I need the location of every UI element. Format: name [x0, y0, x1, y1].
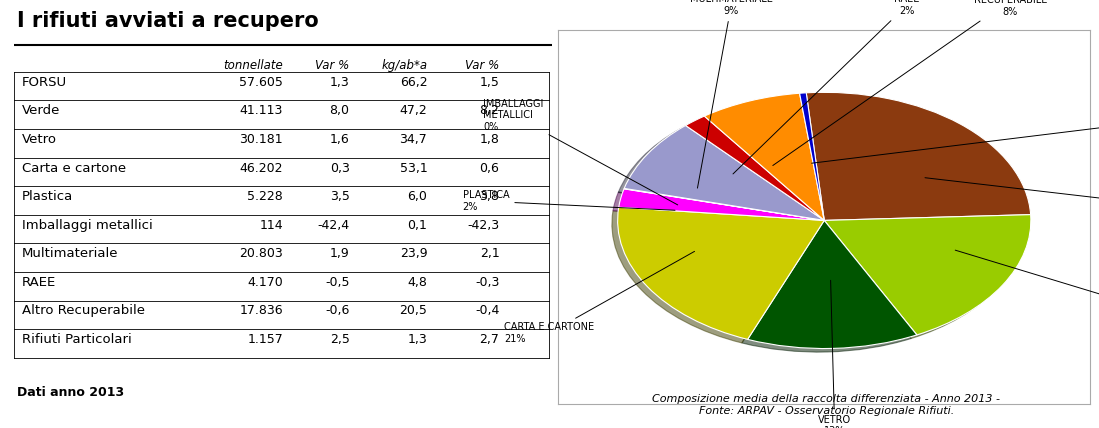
- Text: Verde: Verde: [22, 104, 60, 117]
- Text: Altro Recuperabile: Altro Recuperabile: [22, 304, 145, 318]
- Wedge shape: [624, 125, 824, 220]
- Text: 20,5: 20,5: [399, 304, 428, 318]
- Text: 114: 114: [259, 219, 284, 232]
- Text: -0,4: -0,4: [475, 304, 499, 318]
- Text: 1,5: 1,5: [479, 76, 499, 89]
- Text: 23,9: 23,9: [400, 247, 428, 260]
- Text: Rifiuti Particolari: Rifiuti Particolari: [22, 333, 132, 346]
- Text: -0,5: -0,5: [325, 276, 349, 289]
- Wedge shape: [618, 207, 824, 339]
- Text: 46.202: 46.202: [240, 161, 284, 175]
- Text: Var %: Var %: [465, 59, 499, 72]
- Text: 2,1: 2,1: [479, 247, 499, 260]
- Wedge shape: [807, 92, 1031, 220]
- Text: kg/ab*a: kg/ab*a: [381, 59, 428, 72]
- Text: 6,0: 6,0: [408, 190, 428, 203]
- Text: 66,2: 66,2: [400, 76, 428, 89]
- Text: 41.113: 41.113: [240, 104, 284, 117]
- Text: 8,0: 8,0: [330, 104, 349, 117]
- Text: Dati anno 2013: Dati anno 2013: [16, 386, 124, 399]
- Text: 8,2: 8,2: [479, 104, 499, 117]
- Text: Composizione media della raccolta differenziata - Anno 2013 -
Fonte: ARPAV - Oss: Composizione media della raccolta differ…: [653, 395, 1000, 416]
- Text: Vetro: Vetro: [22, 133, 57, 146]
- Text: 0,1: 0,1: [408, 219, 428, 232]
- Text: Var %: Var %: [315, 59, 349, 72]
- Text: 17.836: 17.836: [240, 304, 284, 318]
- Text: 53,1: 53,1: [400, 161, 428, 175]
- Text: RAEE
2%: RAEE 2%: [733, 0, 920, 174]
- Text: FORSU
26%: FORSU 26%: [925, 178, 1099, 218]
- Text: 3,5: 3,5: [330, 190, 349, 203]
- Text: 0,3: 0,3: [330, 161, 349, 175]
- Text: RAEE: RAEE: [22, 276, 56, 289]
- Text: RIFIUTI PARTICOLARI
1%: RIFIUTI PARTICOLARI 1%: [812, 104, 1099, 163]
- Text: 1,3: 1,3: [330, 76, 349, 89]
- Text: 0,6: 0,6: [479, 161, 499, 175]
- Text: 2,5: 2,5: [330, 333, 349, 346]
- Text: I rifiuti avviati a recupero: I rifiuti avviati a recupero: [16, 11, 319, 31]
- Text: ALTRO
RECUPERABILE
8%: ALTRO RECUPERABILE 8%: [773, 0, 1047, 166]
- Text: 20.803: 20.803: [240, 247, 284, 260]
- Text: 30.181: 30.181: [240, 133, 284, 146]
- Text: 1,6: 1,6: [330, 133, 349, 146]
- Text: MULTIMATERIALE
9%: MULTIMATERIALE 9%: [690, 0, 773, 188]
- Text: FORSU: FORSU: [22, 76, 67, 89]
- Text: 5.228: 5.228: [247, 190, 284, 203]
- Text: 1,9: 1,9: [330, 247, 349, 260]
- Wedge shape: [686, 116, 824, 220]
- Text: 2,7: 2,7: [479, 333, 499, 346]
- Text: Plastica: Plastica: [22, 190, 74, 203]
- Text: 4,8: 4,8: [408, 276, 428, 289]
- Wedge shape: [747, 220, 917, 348]
- Text: -42,3: -42,3: [467, 219, 499, 232]
- Text: Imballaggi metallici: Imballaggi metallici: [22, 219, 153, 232]
- Text: tonnellate: tonnellate: [223, 59, 284, 72]
- Text: 1,8: 1,8: [479, 133, 499, 146]
- Wedge shape: [824, 214, 1031, 335]
- Text: 3,8: 3,8: [479, 190, 499, 203]
- Text: -42,4: -42,4: [318, 219, 349, 232]
- Text: 1,3: 1,3: [408, 333, 428, 346]
- Text: PLASTICA
2%: PLASTICA 2%: [463, 190, 675, 212]
- Wedge shape: [624, 188, 824, 220]
- Text: VETRO
13%: VETRO 13%: [818, 280, 851, 428]
- Wedge shape: [619, 189, 824, 220]
- Text: Carta e cartone: Carta e cartone: [22, 161, 126, 175]
- Text: IMBALLAGGI
METALLICI
0%: IMBALLAGGI METALLICI 0%: [484, 99, 678, 205]
- Text: 47,2: 47,2: [400, 104, 428, 117]
- Text: 4.170: 4.170: [247, 276, 284, 289]
- Text: VERDE
18%: VERDE 18%: [955, 250, 1099, 324]
- Text: CARTA E CARTONE
21%: CARTA E CARTONE 21%: [504, 251, 695, 344]
- Wedge shape: [704, 93, 824, 220]
- Wedge shape: [800, 93, 824, 220]
- Text: -0,6: -0,6: [325, 304, 349, 318]
- Text: 57.605: 57.605: [240, 76, 284, 89]
- Text: 34,7: 34,7: [400, 133, 428, 146]
- Text: 1.157: 1.157: [247, 333, 284, 346]
- Text: -0,3: -0,3: [475, 276, 499, 289]
- Text: Multimateriale: Multimateriale: [22, 247, 119, 260]
